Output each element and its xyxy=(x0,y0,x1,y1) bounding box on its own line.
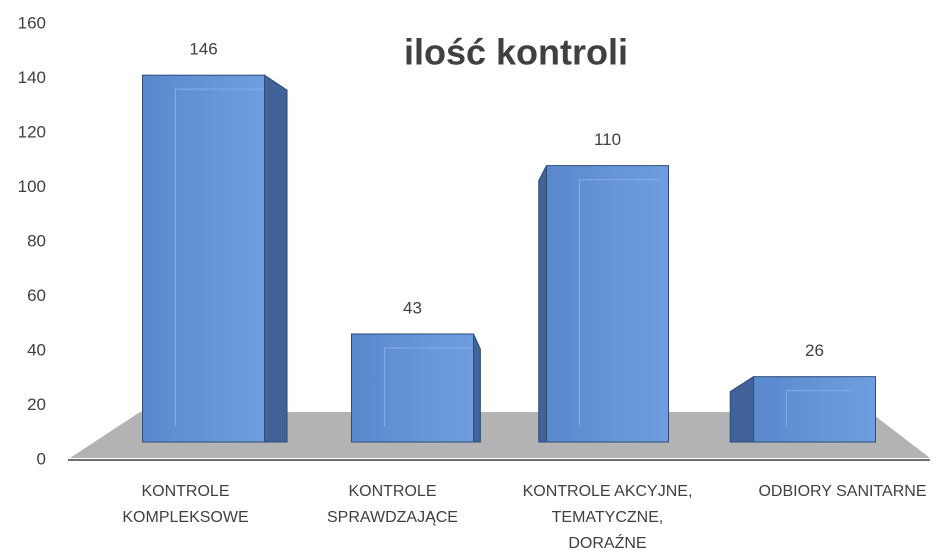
y-tick-label: 60 xyxy=(27,286,46,305)
bar-side xyxy=(264,74,288,443)
bar xyxy=(142,74,265,443)
y-tick-label: 80 xyxy=(27,231,46,250)
value-label: 146 xyxy=(189,40,217,59)
x-tick-label: KONTROLE KOMPLEKSOWE xyxy=(122,483,249,526)
x-tick-label: ODBIORY SANITARNE xyxy=(758,483,927,500)
value-label: 26 xyxy=(805,341,824,360)
bar-edge xyxy=(175,88,264,426)
value-label: 110 xyxy=(594,130,621,149)
bar xyxy=(753,376,876,443)
bar xyxy=(546,165,669,443)
x-tick-label: KONTROLE AKCYJNE, TEMATYCZNE, DORAŹNE xyxy=(522,483,693,552)
bar-side xyxy=(538,165,547,443)
value-label: 43 xyxy=(403,298,422,317)
bar-edge xyxy=(579,179,660,426)
bar-side xyxy=(729,375,754,443)
chart-title: ilość kontroli xyxy=(404,32,628,73)
y-tick-label: 40 xyxy=(27,340,46,359)
y-tick-label: 100 xyxy=(18,177,46,196)
y-tick-label: 0 xyxy=(37,449,46,468)
bar-side xyxy=(473,333,481,443)
y-tick-label: 120 xyxy=(18,122,46,141)
y-tick-label: 160 xyxy=(18,13,46,32)
bar-edge xyxy=(786,390,852,426)
y-tick-label: 20 xyxy=(27,395,46,414)
bar xyxy=(351,333,474,443)
x-tick-label: KONTROLE SPRAWDZAJĄCE xyxy=(327,483,458,526)
y-tick-label: 140 xyxy=(18,68,46,87)
bar-edge xyxy=(384,347,473,426)
